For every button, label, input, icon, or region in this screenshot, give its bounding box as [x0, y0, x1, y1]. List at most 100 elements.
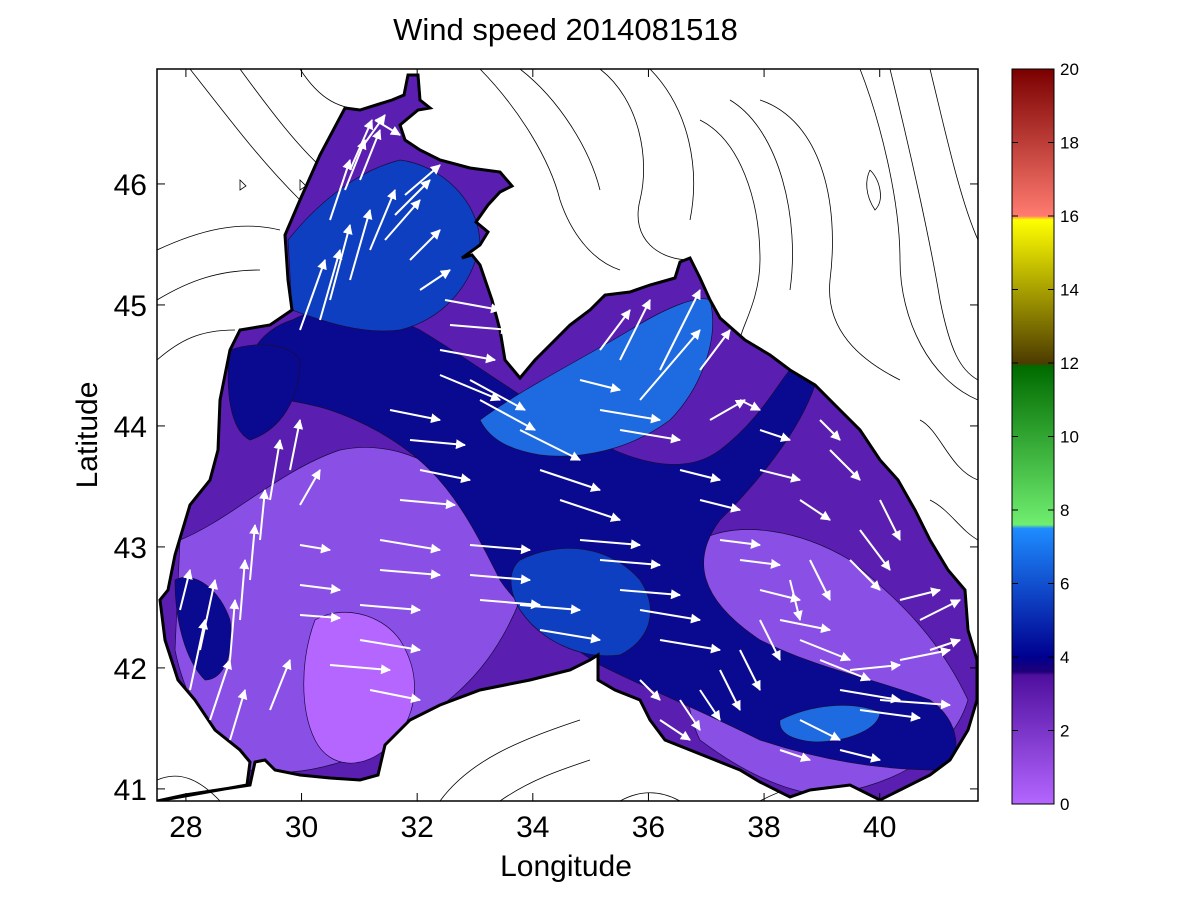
x-axis-label: Longitude [500, 850, 632, 883]
wind-arrow [639, 609, 701, 624]
wind-arrow [269, 439, 284, 501]
wind-arrow [659, 639, 721, 654]
colorbar-tick-label: 4 [1060, 648, 1069, 667]
wind-arrow [439, 349, 496, 364]
wind-arrow [189, 619, 209, 691]
x-tick-label: 38 [747, 811, 780, 844]
wind-arrow [329, 224, 353, 301]
wind-arrow [409, 439, 466, 450]
wind-arrow [799, 639, 851, 662]
wind-arrow [699, 499, 741, 513]
wind-arrow [519, 429, 581, 461]
wind-arrow [379, 539, 441, 554]
y-tick-label: 42 [114, 653, 147, 686]
wind-arrow [849, 559, 881, 591]
wind-arrow [829, 449, 861, 481]
wind-arrow [719, 669, 741, 711]
wind-arrow [349, 119, 373, 171]
wind-arrow [579, 379, 621, 393]
wind-arrow [299, 259, 327, 331]
wind-arrow [799, 719, 841, 741]
wind-arrow [579, 539, 641, 550]
wind-arrow [619, 589, 681, 600]
wind-arrow [449, 324, 511, 335]
wind-arrow [209, 659, 232, 721]
wind-arrow [739, 558, 781, 569]
wind-arrow [899, 646, 951, 661]
wind-arrow [619, 429, 681, 444]
y-tick-label: 44 [114, 411, 147, 444]
wind-arrow [469, 544, 531, 555]
wind-arrow [229, 689, 248, 741]
wind-arrow [839, 749, 881, 763]
wind-arrow [859, 529, 891, 571]
x-tick-label: 34 [516, 811, 549, 844]
wind-arrow [779, 619, 831, 634]
wind-arrow [444, 299, 501, 314]
y-tick-label: 45 [114, 290, 147, 323]
colorbar-tick-label: 16 [1060, 207, 1079, 226]
wind-arrow [329, 159, 352, 221]
wind-arrow [789, 579, 803, 621]
wind-arrow [479, 399, 536, 431]
wind-arrow [179, 569, 193, 611]
x-axis: 28 30 32 34 36 38 40 [169, 69, 896, 844]
wind-arrow [369, 689, 421, 704]
colorbar-tick-label: 2 [1060, 722, 1069, 741]
wind-arrow [879, 699, 951, 710]
y-tick-label: 46 [114, 169, 147, 202]
wind-arrow [639, 679, 661, 701]
wind-arrow [384, 199, 421, 241]
plot-frame [156, 68, 979, 802]
wind-arrow [519, 604, 581, 615]
wind-arrow [404, 164, 441, 196]
wind-arrow [359, 114, 386, 151]
wind-arrow [269, 659, 292, 711]
colorbar-tick-label: 0 [1060, 795, 1069, 814]
wind-arrow [419, 469, 471, 484]
wind-arrow [839, 689, 901, 704]
colorbar-tick-label: 20 [1060, 60, 1079, 79]
wind-arrow [359, 639, 421, 654]
wind-arrow [759, 589, 801, 603]
wind-arrow [359, 604, 421, 615]
colorbar-tick-label: 18 [1060, 134, 1079, 153]
wind-arrow [359, 129, 382, 181]
wind-vectors [179, 114, 961, 763]
wind-arrow [679, 699, 701, 731]
wind-arrow [599, 559, 661, 570]
wind-arrow [809, 559, 831, 601]
wind-arrow [394, 179, 431, 216]
wind-arrow [739, 649, 761, 691]
wind-arrow [859, 709, 921, 722]
colorbar-ticks: 0 2 4 6 8 10 12 14 16 18 20 [1012, 60, 1079, 814]
wind-arrow [759, 469, 801, 483]
wind-arrow [759, 619, 781, 661]
wind-arrow [929, 638, 961, 651]
y-tick-label: 43 [114, 532, 147, 565]
wind-arrow [599, 409, 661, 424]
wind-arrow [659, 719, 691, 741]
wind-arrow [639, 329, 701, 401]
wind-arrow [619, 299, 651, 361]
wind-arrow [819, 659, 871, 682]
chart-title: Wind speed 2014081518 [393, 12, 738, 47]
x-tick-label: 36 [632, 811, 665, 844]
wind-arrow [879, 499, 901, 541]
wind-arrow [329, 664, 391, 675]
wind-arrow [849, 660, 901, 671]
wind-arrow [289, 419, 304, 471]
colorbar-tick-label: 12 [1060, 354, 1079, 373]
wind-arrow [439, 374, 501, 402]
colorbar-tick-label: 6 [1060, 575, 1069, 594]
wind-arrow [409, 229, 441, 261]
wind-arrow [559, 499, 621, 522]
land-contours [157, 69, 978, 801]
wind-arrow [719, 538, 761, 549]
x-tick-label: 30 [285, 811, 318, 844]
wind-arrow [479, 599, 541, 610]
wind-arrow [699, 689, 721, 721]
wind-arrow [679, 469, 721, 483]
wind-arrow [779, 749, 811, 762]
wind-arrow [389, 409, 441, 424]
